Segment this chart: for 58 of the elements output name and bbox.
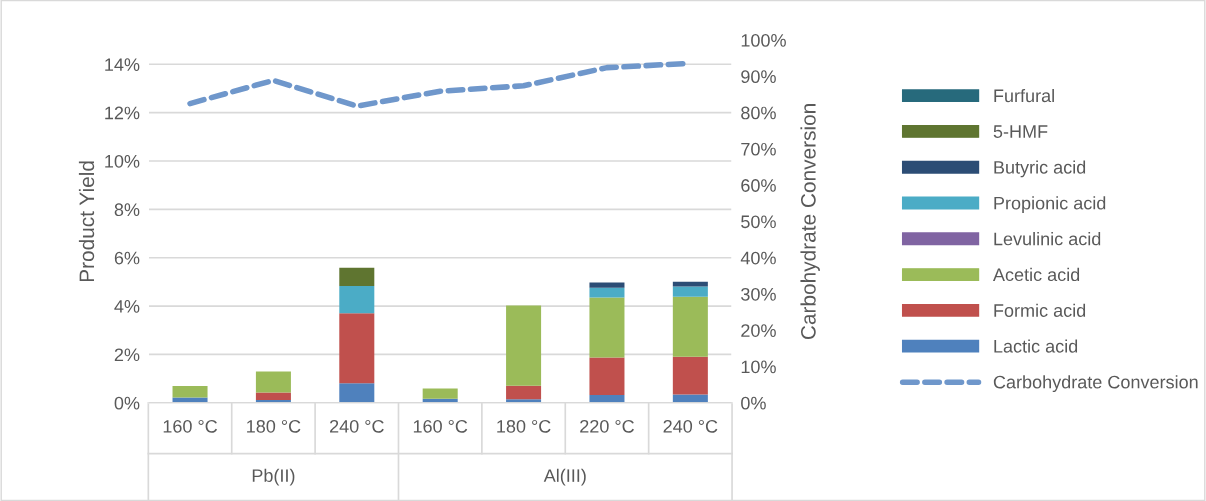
bar <box>255 371 291 393</box>
legend-label: Furfural <box>994 88 1054 103</box>
legend-label: Levulinic acid <box>994 232 1101 246</box>
bar <box>589 287 625 298</box>
bar <box>339 286 375 314</box>
bar <box>422 388 458 399</box>
x-tick-label: 180 °C <box>247 419 301 433</box>
legend-label: Lactic acid <box>994 339 1078 353</box>
bar <box>506 305 542 386</box>
y2-tick-label: 70% <box>741 142 776 156</box>
y-axis-title: Product Yield <box>78 161 95 282</box>
y2-tick-label: 60% <box>741 179 776 192</box>
x-tick-label: 240 °C <box>330 419 384 433</box>
y2-axis-title: Carbohydrate Conversion <box>800 104 820 340</box>
x-tick-label: 160 °C <box>163 419 218 433</box>
legend-label: Propionic acid <box>994 196 1106 214</box>
legend-label: Butyric acid <box>994 160 1086 178</box>
bar <box>672 286 708 297</box>
y-tick-label: 4% <box>114 300 140 313</box>
bar <box>506 385 542 400</box>
y-tick-label: 2% <box>114 348 140 362</box>
bar <box>255 392 291 400</box>
y2-tick-label: 20% <box>741 324 776 337</box>
y-tick-label: 8% <box>114 203 140 217</box>
bar <box>672 356 708 395</box>
bar <box>672 296 708 357</box>
legend-label: Formic acid <box>994 303 1086 317</box>
y2-tick-label: 100% <box>741 34 786 47</box>
y2-tick-label: 80% <box>741 106 776 120</box>
text: Pb(II) <box>252 468 295 486</box>
x-tick-label: 180 °C <box>497 419 551 433</box>
y2-tick-label: 40% <box>740 251 776 265</box>
legend-label: 5-HMF <box>993 125 1048 138</box>
legend-label: Carbohydrate Conversion <box>993 375 1198 393</box>
y2-tick-label: 0% <box>741 396 766 410</box>
y2-tick-label: 90% <box>741 70 776 84</box>
y2-tick-label: 30% <box>741 287 776 301</box>
bar <box>339 313 375 384</box>
y2-tick-label: 10% <box>741 360 776 374</box>
x-tick-label: 220 °C <box>580 419 634 433</box>
y-tick-label: 12% <box>105 106 140 120</box>
bar <box>589 395 625 403</box>
y-tick-label: 6% <box>114 251 140 265</box>
bar <box>589 297 625 358</box>
x-tick-label: 240 °C <box>663 419 718 433</box>
bar <box>589 357 625 396</box>
legend-label: Acetic acid <box>992 267 1080 282</box>
bar <box>172 397 208 403</box>
y-tick-label: 0% <box>114 396 140 410</box>
y2-tick-label: 50% <box>741 215 776 229</box>
bar <box>172 385 208 398</box>
text: Al(III) <box>543 468 586 486</box>
y-tick-label: 14% <box>105 58 140 71</box>
y-tick-label: 10% <box>105 154 140 168</box>
bar <box>339 267 375 287</box>
x-tick-label: 160 °C <box>413 419 468 433</box>
bar <box>589 282 625 288</box>
bar <box>339 383 375 403</box>
